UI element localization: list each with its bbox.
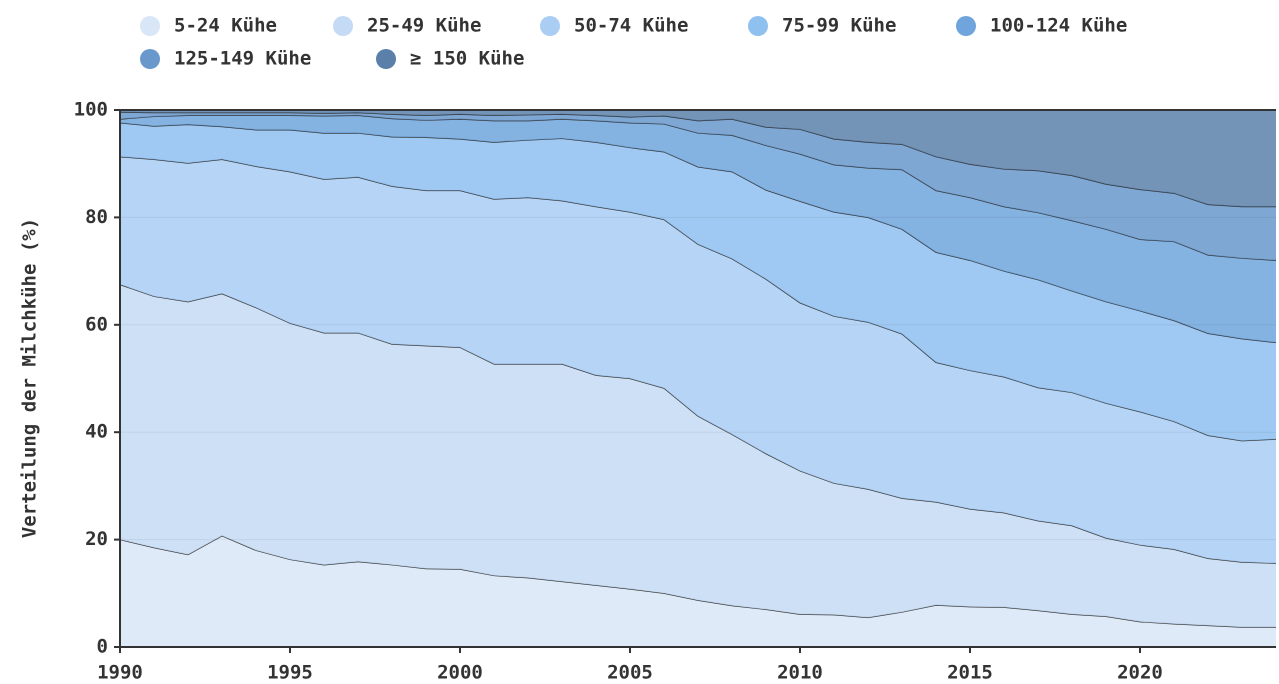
area	[120, 535, 1276, 647]
legend-label: ≥ 150 Kühe	[410, 48, 524, 70]
y-tick-label: 20	[85, 528, 108, 550]
legend-marker	[376, 49, 396, 69]
legend-label: 50-74 Kühe	[574, 15, 688, 37]
legend-label: 100-124 Kühe	[990, 15, 1127, 37]
legend-marker	[956, 16, 976, 36]
y-tick-label: 100	[74, 99, 108, 121]
x-tick-label: 2005	[607, 662, 653, 684]
y-tick-label: 80	[85, 206, 108, 228]
y-tick-label: 0	[97, 636, 108, 658]
legend-marker	[333, 16, 353, 36]
area	[120, 156, 1276, 564]
area	[120, 115, 1276, 343]
y-axis-label: Verteilung der Milchkühe (%)	[19, 218, 41, 538]
legend-marker	[748, 16, 768, 36]
legend-marker	[140, 16, 160, 36]
area	[120, 284, 1276, 628]
legend-label: 125-149 Kühe	[174, 48, 311, 70]
x-tick-label: 1990	[97, 662, 143, 684]
legend-label: 5-24 Kühe	[174, 15, 277, 37]
x-tick-label: 2020	[1117, 662, 1163, 684]
y-tick-label: 40	[85, 421, 108, 443]
area	[120, 110, 1276, 207]
x-tick-label: 2010	[777, 662, 823, 684]
legend-marker	[140, 49, 160, 69]
x-tick-label: 2000	[437, 662, 483, 684]
area	[120, 112, 1276, 261]
x-tick-label: 2015	[947, 662, 993, 684]
y-tick-label: 60	[85, 313, 108, 335]
legend-marker	[540, 16, 560, 36]
area	[120, 122, 1276, 441]
x-tick-label: 1995	[267, 662, 313, 684]
legend-label: 25-49 Kühe	[367, 15, 481, 37]
legend-label: 75-99 Kühe	[782, 15, 896, 37]
